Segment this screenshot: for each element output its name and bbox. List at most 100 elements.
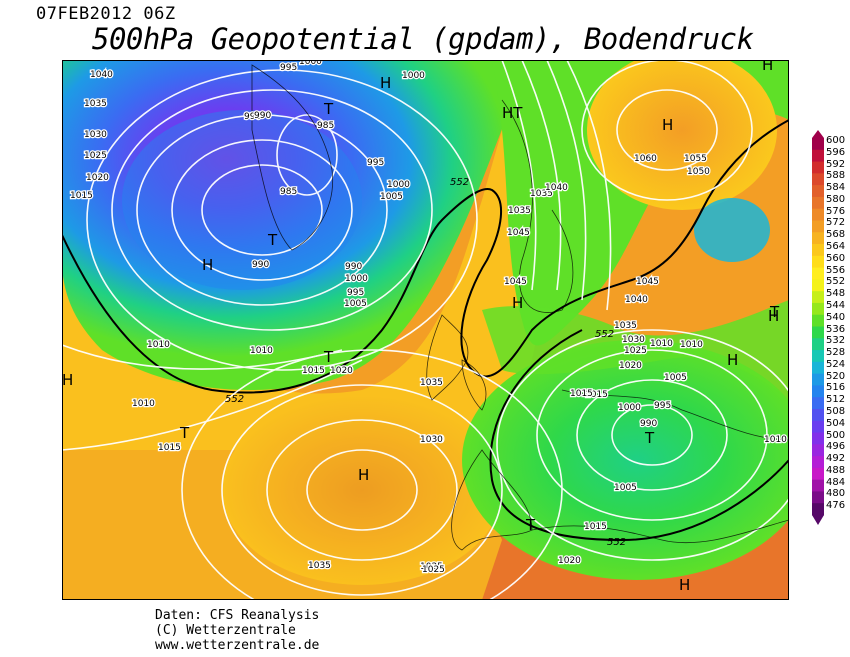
- isobar-value-label: 1000: [299, 60, 322, 67]
- isobar-value-label: 1005: [614, 483, 637, 493]
- isobar-value-label: 995: [280, 63, 297, 73]
- isobar-value-label: 990: [254, 111, 271, 121]
- high-pressure-center: H: [679, 576, 690, 594]
- legend-swatch: [812, 244, 824, 257]
- legend-level-label: 532: [826, 335, 846, 347]
- legend-level-label: 560: [826, 252, 846, 264]
- isobar-value-label: 1040: [545, 183, 568, 193]
- isobar-value-label: 995: [654, 401, 671, 411]
- isobar-value-label: 1030: [420, 435, 443, 445]
- legend-level-label: 588: [826, 170, 846, 182]
- isobar-value-label: 1025: [420, 562, 443, 572]
- legend-level-label: 596: [826, 146, 846, 158]
- isobar-value-label: 1040: [90, 70, 113, 80]
- contour-552-label-3: 552: [595, 329, 614, 340]
- low-pressure-center: T: [525, 516, 536, 534]
- legend-swatch: [812, 185, 824, 198]
- legend-swatch: [812, 385, 824, 398]
- legend-level-label: 488: [826, 464, 846, 476]
- se-cyclone-area: [462, 340, 812, 580]
- legend-swatch: [812, 314, 824, 327]
- legend-level-label: 576: [826, 205, 846, 217]
- contour-552-label-2: 552: [450, 177, 469, 188]
- legend-level-label: 580: [826, 193, 846, 205]
- isobar-value-label: 1000: [618, 403, 641, 413]
- isobar-value-label: 1035: [508, 206, 531, 216]
- legend-level-label: 496: [826, 441, 846, 453]
- isobar-value-label: 1010: [650, 339, 673, 349]
- data-source-footer: Daten: CFS Reanalysis (C) Wetterzentrale…: [155, 608, 319, 653]
- legend-swatch: [812, 361, 824, 375]
- website-line: www.wetterzentrale.de: [155, 638, 320, 653]
- weather-map: 552 552 552 552 1040 1035 1030 1025 1020 1015…: [61, 50, 812, 631]
- isobar-value-label: 1035: [614, 321, 637, 331]
- isobar-value-label: 990: [252, 260, 269, 270]
- legend-level-label: 536: [826, 323, 846, 335]
- isobar-value-label: 1025: [422, 565, 445, 575]
- high-pressure-center: H: [358, 466, 369, 484]
- legend-swatch: [812, 279, 824, 292]
- legend-level-label: 504: [826, 417, 846, 429]
- ne-high-area: [587, 50, 777, 210]
- high-pressure-center: HT: [502, 104, 523, 122]
- isobar-value-label: 985: [317, 121, 334, 131]
- isobar-value-label: 1010: [250, 346, 273, 356]
- high-pressure-center: H: [62, 371, 73, 389]
- isobar-value-label: 1015: [585, 390, 608, 400]
- contour-552-north: [61, 119, 790, 394]
- legend-swatch: [812, 161, 824, 174]
- legend-swatch: [812, 350, 824, 363]
- isobar-value-label: 1020: [86, 173, 109, 183]
- color-legend: 600 596 592 588 584 580 576 572 568 564 560 556 552 5…: [810, 130, 850, 525]
- isobar-value-label: 1030: [622, 335, 645, 345]
- map-canvas: 552 552 552 552 104010351030102510201015…: [61, 50, 812, 631]
- isobar-value-label: 1005: [664, 373, 687, 383]
- legend-level-label: 500: [826, 429, 846, 441]
- legend-swatch: [812, 408, 824, 422]
- low-pressure-center: T: [267, 231, 278, 249]
- isobar-value-label: 1025: [84, 151, 107, 161]
- legend-level-label: 584: [826, 182, 846, 194]
- legend-level-label: 556: [826, 264, 846, 276]
- isobar-value-label: 1025: [624, 346, 647, 356]
- isobars: [61, 59, 808, 631]
- map-frame: [62, 60, 789, 600]
- isobar-value-label: 1000: [345, 274, 368, 284]
- legend-swatch: [812, 196, 824, 210]
- legend-swatch: [812, 338, 824, 351]
- pressure-labels: 1040103510301025102010159951000990990985…: [69, 56, 789, 577]
- legend-swatch: [812, 302, 824, 316]
- isobar-value-label: 1015: [158, 443, 181, 453]
- isobar-value-label: 1015: [584, 522, 607, 532]
- legend-swatch: [812, 326, 824, 339]
- isobar-value-label: 1005: [664, 373, 687, 383]
- high-pressure-center: H: [512, 294, 523, 312]
- isobar-value-label: 1015: [302, 366, 325, 376]
- isobar-value-label: 1050: [687, 167, 710, 177]
- isobar-value-label: 985: [280, 187, 297, 197]
- isobar-value-label: 990: [640, 419, 657, 429]
- legend-level-label: 476: [826, 500, 846, 512]
- isobar-value-label: 1000: [402, 71, 425, 81]
- isobar-value-label: 1035: [308, 561, 331, 571]
- legend-level-label: 540: [826, 311, 846, 323]
- low-pressure-center: T: [323, 348, 334, 366]
- low-pressure-center: T: [769, 303, 780, 321]
- isobar-value-label: 1035: [530, 189, 553, 199]
- isobar-value-label: 1045: [507, 228, 530, 238]
- isobar-value-label: 1010: [680, 340, 703, 350]
- legend-level-label: 528: [826, 347, 846, 359]
- legend-level-label: 592: [826, 158, 846, 170]
- legend-swatch: [812, 491, 824, 504]
- legend-swatch: [812, 432, 824, 445]
- high-pressure-center: H: [202, 256, 213, 274]
- legend-swatch: [812, 267, 824, 280]
- isobar-value-label: 1010: [764, 435, 787, 445]
- isobar-value-label: 1020: [619, 361, 642, 371]
- isobar-value-label: 995: [367, 158, 384, 168]
- legend-swatch: [812, 479, 824, 492]
- legend-level-label: 508: [826, 405, 846, 417]
- legend-swatch: [812, 420, 824, 434]
- copyright-line: (C) Wetterzentrale: [155, 623, 296, 638]
- legend-level-label: 564: [826, 241, 846, 253]
